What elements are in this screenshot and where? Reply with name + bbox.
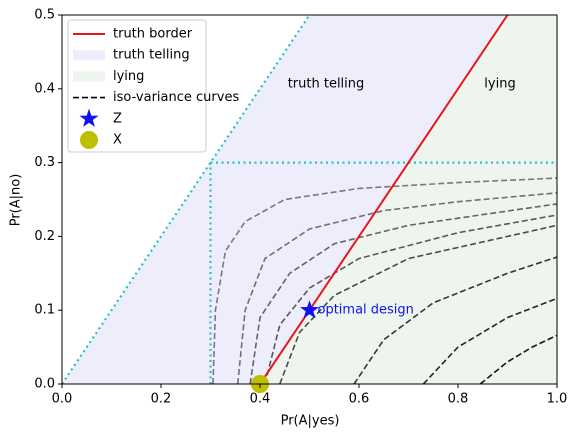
star-marker [299, 300, 320, 319]
legend-label: X [113, 133, 122, 148]
legend-label: truth border [113, 27, 193, 42]
annotation: optimal design [318, 303, 414, 318]
iso-variance-curve [249, 203, 558, 385]
y-tick-label: 0.1 [34, 303, 55, 318]
legend-label: truth telling [113, 48, 190, 63]
y-axis-label: Pr(A|no) [9, 174, 24, 227]
legend-handle [80, 131, 98, 149]
y-tick-label: 0.3 [34, 155, 55, 170]
x-axis-label: Pr(A|yes) [281, 414, 340, 429]
legend: truth border truth telling lying iso-varian… [67, 19, 239, 153]
x-tick-label: 0.6 [349, 392, 370, 407]
iso-variance-curve [212, 177, 558, 385]
iso-variance-curve [353, 256, 558, 385]
iso-variance-curve [279, 224, 558, 385]
x-tick-label: 1.0 [547, 392, 568, 407]
region [62, 15, 508, 384]
legend-label: iso-variance curves [113, 90, 239, 105]
x-tick-label: 0.0 [52, 392, 73, 407]
x-tick-label: 0.8 [448, 392, 469, 407]
series-line [259, 14, 509, 385]
legend-handle [73, 50, 105, 61]
iso-variance-curve [479, 334, 558, 385]
y-tick-label: 0.5 [34, 8, 55, 23]
plot-frame [61, 14, 558, 385]
y-tick-label: 0.0 [34, 377, 55, 392]
region-label: lying [484, 77, 515, 92]
legend-handle [79, 108, 99, 127]
legend-label: lying [113, 69, 144, 84]
iso-variance-curve [236, 192, 558, 385]
guide-line [61, 14, 311, 385]
legend-label: Z [113, 111, 122, 126]
region-label: truth telling [288, 77, 365, 92]
region [260, 15, 557, 384]
x-tick-label: 0.2 [151, 392, 172, 407]
x-tick-label: 0.4 [250, 392, 271, 407]
y-tick-label: 0.2 [34, 229, 55, 244]
y-tick-label: 0.4 [34, 81, 55, 96]
legend-handle [73, 71, 105, 82]
